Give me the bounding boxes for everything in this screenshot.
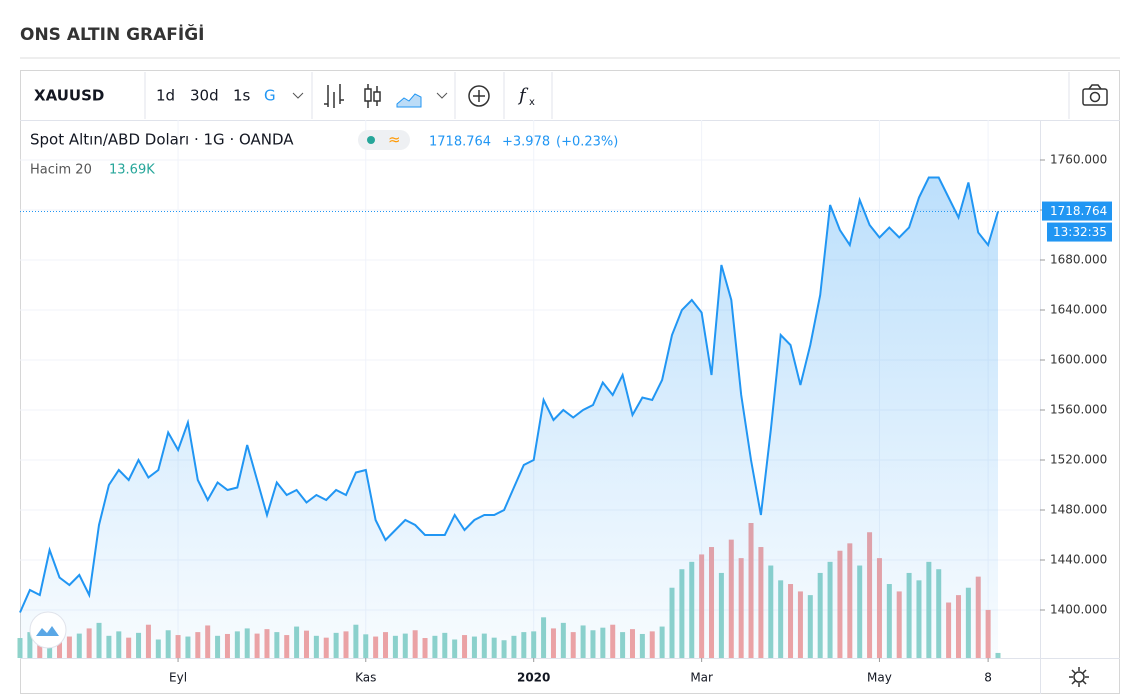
y-tick-label: 1520.000: [1050, 453, 1107, 467]
volume-readout: 13.69K: [109, 163, 155, 178]
dropdown-icon[interactable]: [292, 92, 304, 99]
indicators-icon[interactable]: x: [529, 97, 535, 108]
plot: [17, 120, 1040, 658]
quote-change: +3.978: [502, 135, 550, 150]
dropdown-icon[interactable]: [436, 92, 448, 99]
interval[interactable]: 1s: [233, 87, 251, 105]
quote-price: 1718.764: [429, 135, 491, 150]
x-tick-label: Kas: [355, 671, 376, 685]
price-line: [19, 176, 999, 613]
symbol[interactable]: XAUUSD: [34, 87, 104, 105]
x-tick-label: May: [867, 671, 892, 685]
logo[interactable]: [29, 611, 67, 649]
camera-icon[interactable]: [1082, 84, 1108, 106]
volume-legend: Hacim 20: [30, 163, 92, 178]
price-tag: [1042, 201, 1112, 221]
x-tick-label: Eyl: [169, 671, 187, 685]
quote-change-pct: (+0.23%): [556, 135, 618, 150]
candles-icon[interactable]: [364, 84, 381, 108]
clock-label: 13:32:35: [1053, 225, 1107, 239]
indicators-icon[interactable]: f: [517, 85, 529, 106]
x-tick-label: 2020: [517, 671, 550, 685]
price-tag-label: 1718.764: [1050, 204, 1107, 218]
y-tick-label: 1400.000: [1050, 603, 1107, 617]
y-tick-label: 1760.000: [1050, 153, 1107, 167]
x-tick-label: 8: [984, 671, 992, 685]
y-tick-label: 1440.000: [1050, 553, 1107, 567]
series-legend: Spot Altın/ABD Doları · 1G · OANDA: [30, 131, 294, 149]
price-area: [20, 177, 998, 658]
status-pill: [358, 130, 410, 150]
interval[interactable]: G: [264, 87, 276, 105]
y-tick-label: 1480.000: [1050, 503, 1107, 517]
interval[interactable]: 1d: [156, 87, 175, 105]
interval[interactable]: 30d: [190, 87, 219, 105]
settings-icon[interactable]: [1069, 667, 1089, 687]
y-tick-label: 1680.000: [1050, 253, 1107, 267]
y-tick-label: 1640.000: [1050, 303, 1107, 317]
compare-icon[interactable]: [468, 85, 490, 107]
status-icon: ≈: [388, 131, 401, 149]
clock-tag: [1047, 222, 1112, 242]
area-icon[interactable]: [396, 93, 422, 108]
bars-icon[interactable]: [324, 84, 344, 108]
x-tick-label: Mar: [690, 671, 713, 685]
toolbar-separators: [144, 72, 1070, 119]
chart-frame: [20, 70, 1120, 694]
y-tick-label: 1600.000: [1050, 353, 1107, 367]
status-dot: [367, 136, 375, 144]
page-title: ONS ALTIN GRAFİĞİ: [20, 23, 205, 45]
y-tick-label: 1560.000: [1050, 403, 1107, 417]
